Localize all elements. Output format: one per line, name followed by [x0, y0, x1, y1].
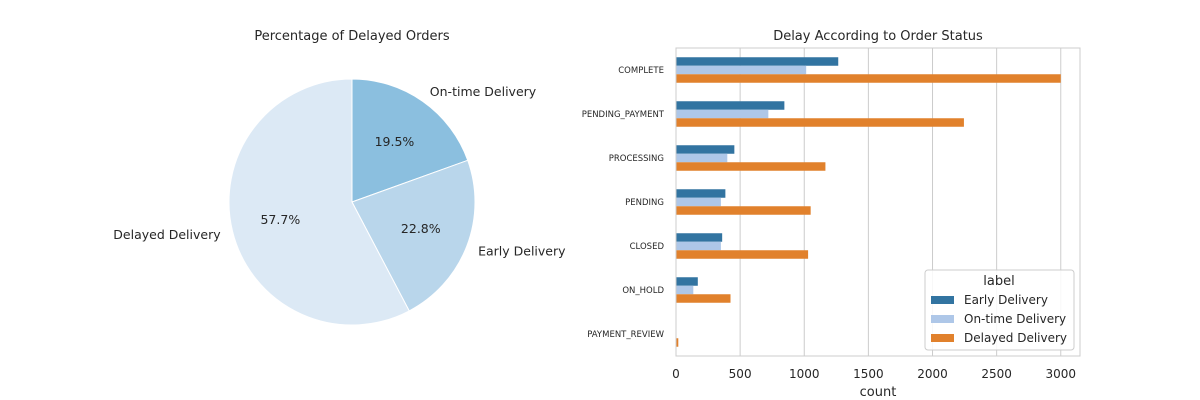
plot-frame [675, 47, 1081, 357]
pie-slice-on-time-delivery [351, 78, 469, 203]
pie-pct-on-time-delivery: 19.5% [375, 134, 415, 149]
bar-chart: Delay According to Order Status COMPLETE… [582, 29, 1081, 400]
x-tick-1000: 1000 [789, 367, 820, 381]
x-tick-2000: 2000 [917, 367, 948, 381]
bar-bars [676, 57, 1061, 347]
legend-items: Early Delivery On-time Delivery Delayed De… [931, 293, 1067, 345]
pie-label-on-time-delivery: On-time Delivery [430, 84, 537, 99]
bar-on-hold-on-time-delivery [676, 285, 694, 295]
pie-chart-title: Percentage of Delayed Orders [254, 29, 450, 44]
y-tick-pending: PENDING [625, 198, 664, 208]
legend-swatch-delayed-delivery [931, 334, 954, 342]
y-tick-payment-review: PAYMENT_REVIEW [587, 330, 664, 340]
y-tick-pending-payment: PENDING_PAYMENT [582, 110, 665, 120]
bar-pending-payment-delayed-delivery [676, 118, 964, 127]
x-tick-0: 0 [672, 367, 680, 381]
x-tick-1500: 1500 [853, 367, 884, 381]
bar-on-hold-delayed-delivery [676, 294, 731, 303]
legend-swatch-early-delivery [931, 296, 954, 304]
legend-box [924, 269, 1075, 351]
bar-complete-delayed-delivery [676, 74, 1061, 83]
legend-label-delayed-delivery: Delayed Delivery [964, 331, 1067, 345]
x-axis-label: count [860, 385, 897, 400]
pie-label-early-delivery: Early Delivery [478, 244, 566, 259]
bar-complete-early-delivery [676, 57, 839, 66]
x-tick-500: 500 [729, 367, 752, 381]
y-tick-processing: PROCESSING [609, 154, 664, 164]
legend-label-early-delivery: Early Delivery [964, 293, 1048, 307]
pie-pct-delayed-delivery: 57.7% [260, 212, 300, 227]
bar-pending-delayed-delivery [676, 206, 811, 215]
x-tick-2500: 2500 [981, 367, 1012, 381]
bar-closed-delayed-delivery [676, 250, 809, 259]
pie-slice-early-delivery [351, 159, 476, 312]
legend-title: label [983, 274, 1014, 289]
bar-chart-title: Delay According to Order Status [773, 29, 983, 44]
bar-processing-delayed-delivery [676, 162, 826, 171]
pie-slices [228, 78, 476, 326]
bar-closed-on-time-delivery [676, 241, 721, 251]
legend-swatch-on-time-delivery [931, 315, 954, 323]
pie-chart: Percentage of Delayed Orders 19.5% On-tim… [113, 29, 566, 326]
y-tick-complete: COMPLETE [618, 66, 664, 76]
bar-pending-payment-on-time-delivery [676, 109, 769, 119]
bar-processing-early-delivery [676, 145, 735, 154]
legend-label-on-time-delivery: On-time Delivery [964, 312, 1066, 326]
pie-pct-early-delivery: 22.8% [401, 221, 441, 236]
y-tick-labels: COMPLETE PENDING_PAYMENT PROCESSING PENDING… [582, 66, 665, 340]
x-tick-3000: 3000 [1045, 367, 1076, 381]
bar-closed-early-delivery [676, 233, 723, 242]
pie-labels: 19.5% On-time Delivery 22.8% Early Delivery… [113, 84, 566, 259]
y-tick-on-hold: ON_HOLD [622, 286, 664, 296]
legend: label Early Delivery On-time Delivery Dela… [924, 269, 1075, 351]
bar-pending-on-time-delivery [676, 197, 721, 207]
pie-label-delayed-delivery: Delayed Delivery [113, 227, 221, 242]
pie-slice-delayed-delivery [228, 78, 410, 326]
bar-pending-payment-early-delivery [676, 101, 785, 110]
bar-pending-early-delivery [676, 189, 726, 198]
bar-payment-review-delayed-delivery [676, 338, 679, 347]
bar-complete-on-time-delivery [676, 65, 807, 75]
bar-on-hold-early-delivery [676, 277, 698, 286]
y-tick-closed: CLOSED [630, 242, 665, 252]
x-tick-labels: 0 500 1000 1500 2000 2500 3000 [672, 367, 1076, 381]
bar-processing-on-time-delivery [676, 153, 728, 163]
